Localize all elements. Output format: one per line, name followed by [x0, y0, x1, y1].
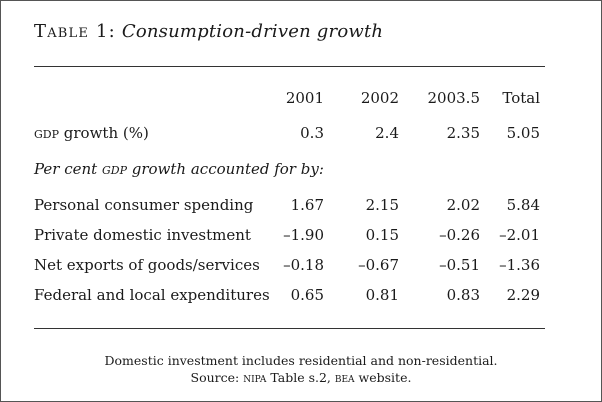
column-header-total: Total [502, 89, 540, 107]
column-header-2003-5: 2003.5 [427, 89, 481, 107]
note-line: Domestic investment includes residential… [104, 353, 498, 368]
cell-value: –2.01 [499, 226, 540, 244]
section-heading-post: growth accounted for by: [126, 160, 324, 178]
gdp-value-total: 5.05 [506, 124, 540, 142]
section-heading-pre: Per cent [34, 160, 102, 178]
table-row: Net exports of goods/services –0.18 –0.6… [34, 256, 545, 278]
gdp-growth-label: GDP growth (%) [34, 124, 149, 142]
gdp-growth-row: GDP growth (%) 0.3 2.4 2.35 5.05 [34, 124, 545, 146]
section-heading: Per cent GDP growth accounted for by: [34, 160, 545, 182]
cell-value: 1.67 [290, 196, 324, 214]
cell-value: –1.90 [283, 226, 324, 244]
table-number: Table 1: [34, 21, 116, 42]
source-mid: Table s.2, [266, 370, 335, 385]
gdp-value-2002: 2.4 [375, 124, 399, 142]
row-label: Net exports of goods/services [34, 256, 260, 274]
cell-value: 5.84 [506, 196, 540, 214]
gdp-abbrev: GDP [34, 124, 60, 142]
row-label: Private domestic investment [34, 226, 251, 244]
source-line: Source: NIPA Table s.2, BEA website. [1, 369, 601, 386]
cell-value: 2.29 [506, 286, 540, 304]
table-row: Private domestic investment –1.90 0.15 –… [34, 226, 545, 248]
cell-value: 2.02 [446, 196, 480, 214]
column-header-row: 2001 2002 2003.5 Total [34, 89, 545, 111]
top-rule [34, 66, 545, 67]
cell-value: 0.65 [290, 286, 324, 304]
cell-value: –0.26 [439, 226, 480, 244]
cell-value: 0.83 [446, 286, 480, 304]
bottom-rule [34, 328, 545, 329]
column-header-2002: 2002 [360, 89, 399, 107]
table-notes: Domestic investment includes residential… [1, 352, 601, 386]
column-header-2001: 2001 [285, 89, 324, 107]
row-label: Federal and local expenditures [34, 286, 270, 304]
table-row: Federal and local expenditures 0.65 0.81… [34, 286, 545, 308]
cell-value: 0.15 [365, 226, 399, 244]
table-title: Table 1: Consumption-driven growth [34, 21, 383, 42]
row-label: Personal consumer spending [34, 196, 254, 214]
source-nipa: NIPA [243, 370, 267, 385]
cell-value: –0.67 [358, 256, 399, 274]
section-heading-gdp: GDP [101, 160, 127, 178]
source-bea: BEA [334, 370, 355, 385]
cell-value: –0.51 [439, 256, 480, 274]
gdp-value-2003-5: 2.35 [446, 124, 480, 142]
cell-value: 2.15 [365, 196, 399, 214]
source-prefix: Source: [190, 370, 244, 385]
source-suffix: website. [354, 370, 412, 385]
gdp-value-2001: 0.3 [300, 124, 324, 142]
table-subtitle: Consumption-driven growth [121, 21, 384, 42]
cell-value: –0.18 [283, 256, 324, 274]
table-row: Personal consumer spending 1.67 2.15 2.0… [34, 196, 545, 218]
cell-value: –1.36 [499, 256, 540, 274]
cell-value: 0.81 [365, 286, 399, 304]
gdp-growth-label-rest: growth (%) [59, 124, 149, 142]
